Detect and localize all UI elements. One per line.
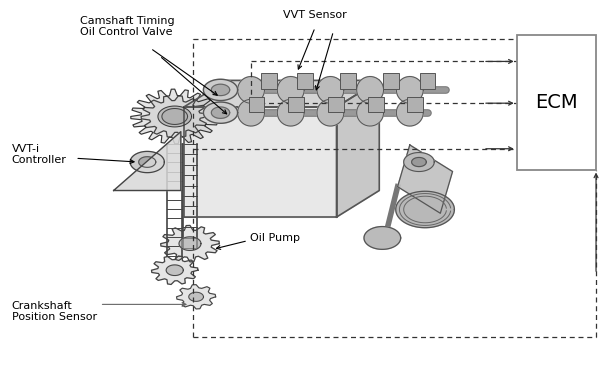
Polygon shape xyxy=(397,99,424,126)
Polygon shape xyxy=(337,80,379,217)
Polygon shape xyxy=(398,145,452,213)
FancyBboxPatch shape xyxy=(368,98,384,112)
Polygon shape xyxy=(357,99,384,126)
Polygon shape xyxy=(166,265,183,275)
Polygon shape xyxy=(162,109,187,125)
Polygon shape xyxy=(188,292,203,301)
FancyBboxPatch shape xyxy=(383,73,399,89)
Polygon shape xyxy=(158,106,192,127)
FancyBboxPatch shape xyxy=(297,73,313,89)
Polygon shape xyxy=(397,77,424,103)
Polygon shape xyxy=(203,102,237,123)
Polygon shape xyxy=(237,99,264,126)
Polygon shape xyxy=(317,77,344,103)
FancyBboxPatch shape xyxy=(340,73,356,89)
Polygon shape xyxy=(211,84,230,96)
Text: Camshaft Timing
Oil Control Valve: Camshaft Timing Oil Control Valve xyxy=(80,16,174,37)
Polygon shape xyxy=(131,89,218,144)
Polygon shape xyxy=(130,151,165,173)
Text: VVT Sensor: VVT Sensor xyxy=(283,10,347,20)
Polygon shape xyxy=(161,226,219,262)
Text: Crankshaft
Position Sensor: Crankshaft Position Sensor xyxy=(12,301,97,322)
Polygon shape xyxy=(396,191,454,228)
Polygon shape xyxy=(277,99,304,126)
Text: Oil Pump: Oil Pump xyxy=(250,233,300,243)
Polygon shape xyxy=(152,256,198,285)
Polygon shape xyxy=(114,132,181,190)
Polygon shape xyxy=(357,77,384,103)
Text: ECM: ECM xyxy=(535,93,578,112)
Polygon shape xyxy=(317,99,344,126)
Polygon shape xyxy=(364,227,401,249)
Polygon shape xyxy=(211,107,230,118)
Text: VVT-i
Controller: VVT-i Controller xyxy=(12,144,67,165)
Polygon shape xyxy=(184,107,337,217)
Polygon shape xyxy=(141,96,208,137)
Polygon shape xyxy=(203,79,237,101)
Polygon shape xyxy=(139,157,156,167)
Polygon shape xyxy=(179,237,201,250)
FancyBboxPatch shape xyxy=(517,35,596,170)
FancyBboxPatch shape xyxy=(420,73,436,89)
Polygon shape xyxy=(277,77,304,103)
FancyBboxPatch shape xyxy=(261,73,277,89)
FancyBboxPatch shape xyxy=(248,98,264,112)
FancyBboxPatch shape xyxy=(288,98,304,112)
FancyBboxPatch shape xyxy=(328,98,344,112)
Polygon shape xyxy=(237,77,264,103)
Polygon shape xyxy=(184,80,379,107)
FancyBboxPatch shape xyxy=(408,98,424,112)
Polygon shape xyxy=(412,157,427,166)
Polygon shape xyxy=(404,152,435,171)
Polygon shape xyxy=(176,285,215,309)
